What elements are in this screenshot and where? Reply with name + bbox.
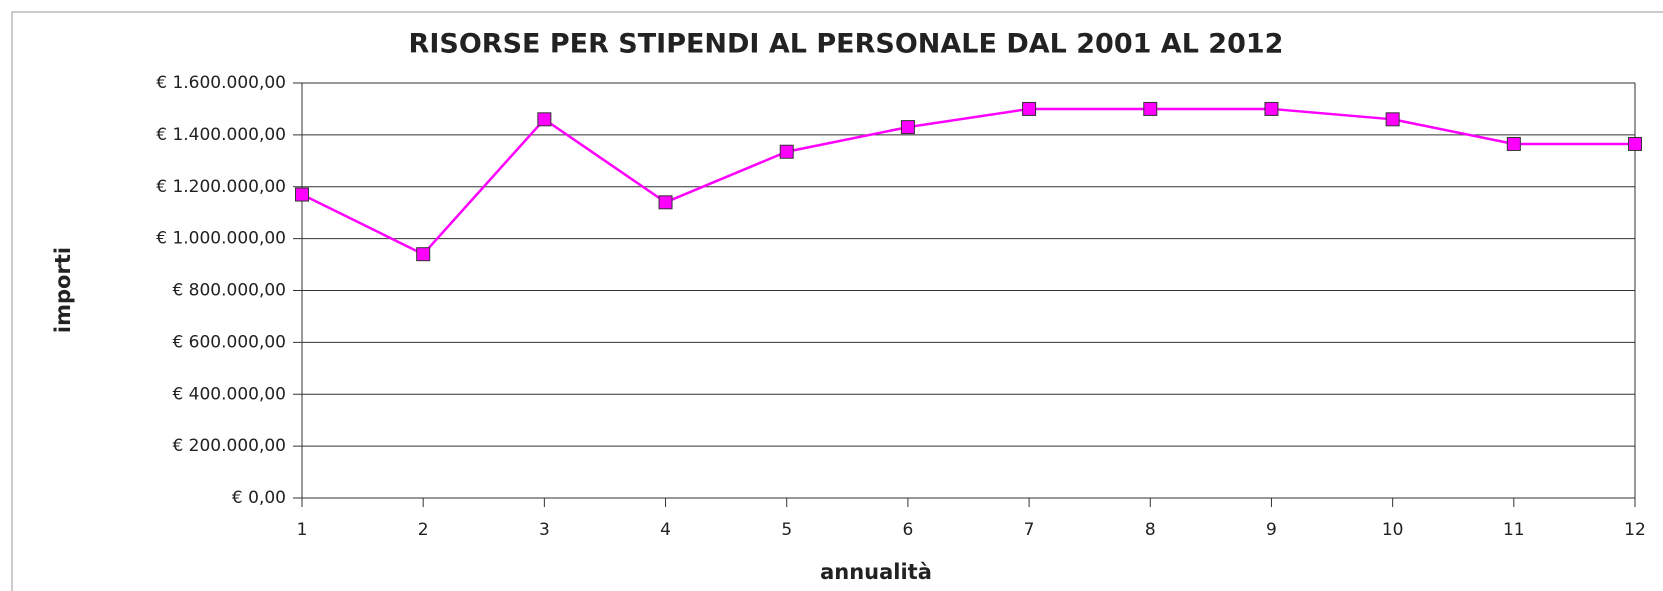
x-tick-label: 8: [1145, 520, 1156, 540]
x-tick-label: 11: [1503, 520, 1525, 540]
x-tick-label: 7: [1024, 520, 1035, 540]
x-tick-label: 1: [297, 520, 308, 540]
marker: [1022, 101, 1037, 116]
marker: [900, 120, 915, 135]
marker: [658, 195, 673, 210]
marker: [1506, 136, 1521, 151]
chart-title: RISORSE PER STIPENDI AL PERSONALE DAL 20…: [409, 29, 1284, 60]
marker: [1264, 101, 1279, 116]
x-tick-label: 4: [660, 520, 671, 540]
y-tick-label: € 400.000,00: [172, 384, 286, 404]
x-tick-label: 6: [902, 520, 913, 540]
y-axis-label: importi: [51, 247, 75, 333]
x-tick-label: 12: [1624, 520, 1646, 540]
marker: [1628, 136, 1642, 151]
y-tick-label: € 1.400.000,00: [156, 125, 286, 145]
x-tick-label: 5: [781, 520, 792, 540]
x-tick-label: 3: [539, 520, 550, 540]
y-tick-label: € 1.600.000,00: [156, 73, 286, 93]
marker: [1143, 101, 1158, 116]
marker: [295, 187, 309, 202]
x-tick-label: 10: [1382, 520, 1404, 540]
y-tick-label: € 200.000,00: [172, 436, 286, 456]
y-tick-label: € 1.000.000,00: [156, 229, 286, 249]
x-tick-label: 2: [418, 520, 429, 540]
line: [301, 107, 1635, 256]
marker: [1385, 112, 1400, 127]
marker: [537, 112, 552, 127]
y-tick-label: € 0,00: [232, 488, 286, 508]
marker: [779, 144, 794, 159]
y-tick-label: € 1.200.000,00: [156, 177, 286, 197]
marker: [416, 247, 431, 262]
y-tick-label: € 600.000,00: [172, 332, 286, 352]
y-tick-label: € 800.000,00: [172, 281, 286, 301]
x-tick-label: 9: [1266, 520, 1277, 540]
chart-frame: [11, 11, 1663, 591]
x-axis-label: annualità: [820, 560, 932, 584]
